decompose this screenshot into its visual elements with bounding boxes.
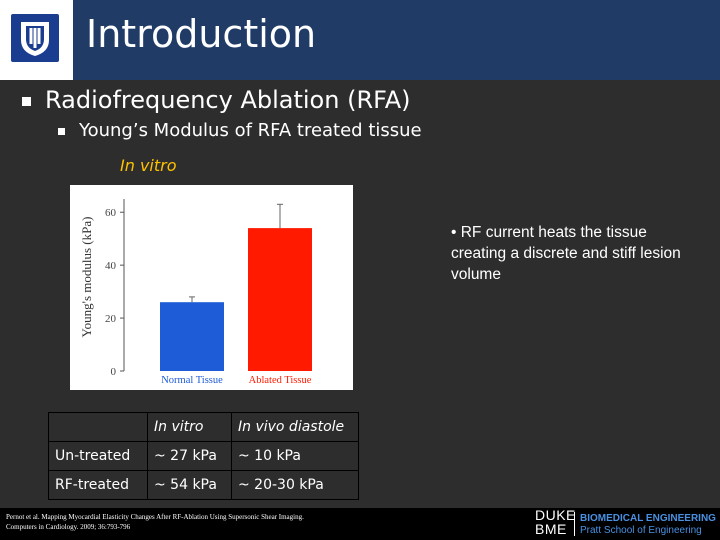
table-row: RF-treated ~ 54 kPa ~ 20-30 kPa [48, 470, 359, 500]
bullet-square-icon [58, 127, 65, 135]
duke-shield-icon [11, 14, 59, 62]
y-tick-label: 20 [105, 313, 117, 325]
figure-label: In vitro [120, 156, 177, 175]
table-cell: ~ 20-30 kPa [231, 470, 359, 500]
y-axis-label: Young's modulus (kPa) [79, 217, 94, 338]
chart-bar [160, 302, 224, 371]
bme-subtitle: Pratt School of Engineering [580, 525, 702, 536]
table-cell: Un-treated [48, 441, 148, 471]
table-header-cell: In vivo diastole [231, 412, 359, 442]
youngs-modulus-chart: Young's modulus (kPa) 0 20 40 60 Normal Tis… [70, 185, 353, 390]
modulus-table: In vitro In vivo diastole Un-treated ~ 2… [48, 412, 359, 500]
duke-logo [0, 0, 73, 80]
citation: Pernot et al. Mapping Myocardial Elastic… [6, 512, 304, 532]
bme-wordmark: BME [535, 521, 567, 537]
y-tick-label: 40 [105, 260, 117, 272]
y-tick-label: 0 [111, 366, 117, 378]
table-header-cell [48, 412, 148, 442]
logo-divider [574, 512, 575, 536]
y-tick-label: 60 [105, 207, 117, 219]
bullet-level-2: Young’s Modulus of RFA treated tissue [58, 120, 422, 141]
slide-header [0, 0, 720, 80]
citation-line-1: Pernot et al. Mapping Myocardial Elastic… [6, 513, 304, 521]
table-header-row: In vitro In vivo diastole [48, 412, 359, 442]
bme-title: BIOMEDICAL ENGINEERING [580, 513, 716, 524]
citation-line-2: Computers in Cardiology. 2009; 36:793-79… [6, 523, 131, 531]
duke-wordmark: DUKE [535, 507, 576, 523]
table-row: Un-treated ~ 27 kPa ~ 10 kPa [48, 441, 359, 471]
x-category-label: Normal Tissue [161, 375, 223, 386]
table-cell: ~ 54 kPa [147, 470, 232, 500]
table-cell: ~ 10 kPa [231, 441, 359, 471]
bullet-level-2-text: Young’s Modulus of RFA treated tissue [79, 120, 422, 141]
bullet-square-icon [22, 96, 31, 106]
duke-bme-logo: DUKE BME [535, 508, 576, 536]
slide-title: Introduction [86, 12, 317, 56]
table-cell: RF-treated [48, 470, 148, 500]
bullet-level-1: Radiofrequency Ablation (RFA) [22, 86, 411, 114]
chart-canvas: Young's modulus (kPa) 0 20 40 60 Normal Tis… [79, 199, 312, 386]
chart-bar [248, 228, 312, 371]
slide-footer [0, 508, 720, 540]
x-category-label: Ablated Tissue [249, 375, 312, 386]
side-note: • RF current heats the tissue creating a… [451, 224, 681, 283]
bullet-level-1-text: Radiofrequency Ablation (RFA) [45, 86, 411, 114]
table-header-cell: In vitro [147, 412, 232, 442]
table-cell: ~ 27 kPa [147, 441, 232, 471]
